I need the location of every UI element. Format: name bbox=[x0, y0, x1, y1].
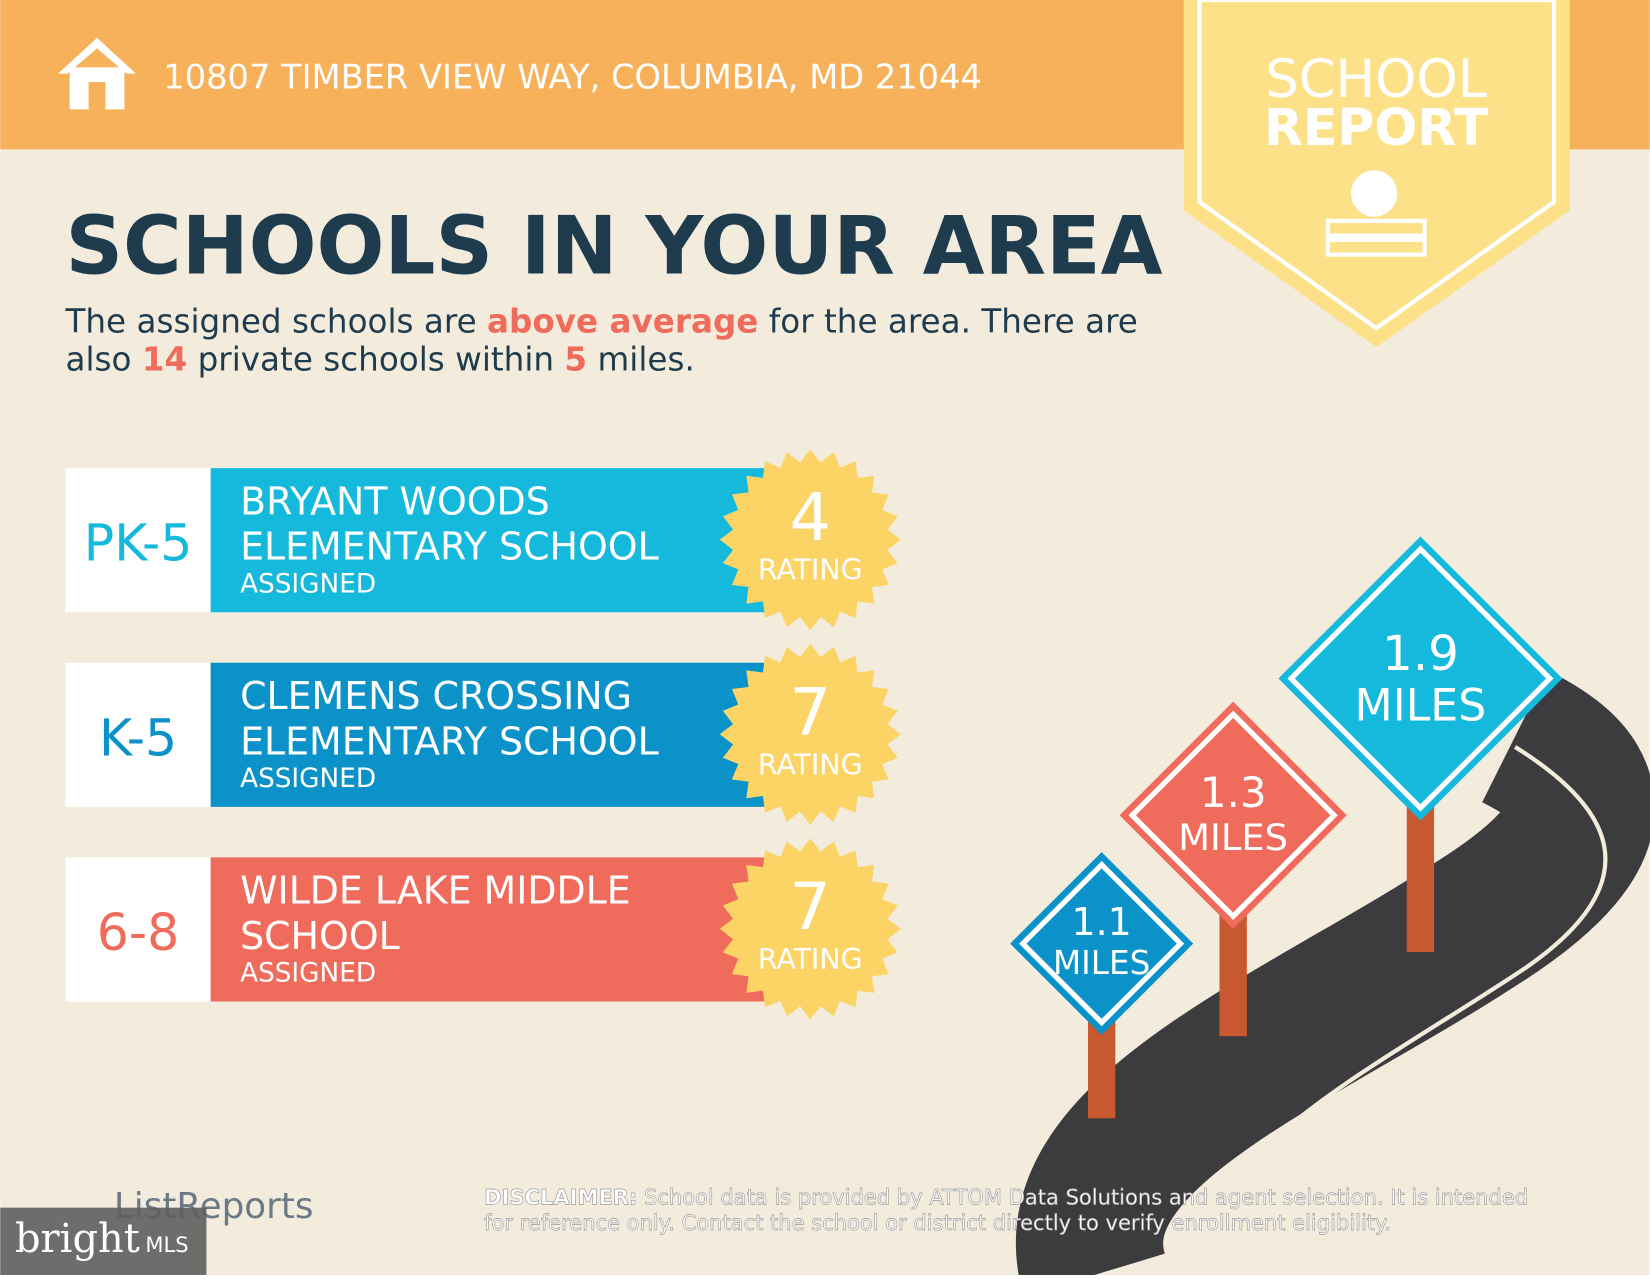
rating-label: RATING bbox=[758, 748, 863, 781]
distance-unit: MILES bbox=[1053, 944, 1150, 982]
rating: 7 bbox=[790, 674, 831, 750]
watermark-box bbox=[0, 1207, 207, 1275]
summary-text: The assigned schools are bbox=[64, 302, 487, 340]
school-name: CLEMENS CROSSING bbox=[240, 674, 632, 718]
sign-border bbox=[1019, 861, 1185, 1027]
rating-burst bbox=[719, 643, 901, 825]
summary-highlight: 14 bbox=[142, 340, 187, 378]
summary-text: miles. bbox=[587, 340, 695, 378]
disclaimer-text: for reference only. Contact the school o… bbox=[484, 1210, 1391, 1235]
grade-box bbox=[65, 468, 211, 613]
grades: PK-5 bbox=[84, 514, 193, 573]
summary-text: for the area. There are bbox=[758, 302, 1137, 340]
school-name: BRYANT WOODS bbox=[240, 479, 550, 523]
summary-highlight: 5 bbox=[564, 340, 587, 378]
rating-burst bbox=[719, 449, 901, 631]
school-name: WILDE LAKE MIDDLE bbox=[240, 869, 631, 913]
badge-line: REPORT bbox=[1264, 98, 1489, 157]
distance: 1.1 bbox=[1072, 900, 1132, 944]
badge: SCHOOL REPORT bbox=[1183, 0, 1570, 348]
title: SCHOOLS IN YOUR AREA bbox=[65, 200, 1162, 293]
summary-text: also bbox=[65, 340, 141, 378]
summary-text: private schools within bbox=[187, 340, 564, 378]
badge-line: SCHOOL bbox=[1265, 49, 1487, 110]
status: ASSIGNED bbox=[240, 569, 376, 599]
school-name: ELEMENTARY SCHOOL bbox=[240, 719, 659, 763]
status: ASSIGNED bbox=[240, 764, 376, 794]
home-icon bbox=[58, 37, 136, 110]
watermark: bright bbox=[15, 1216, 140, 1262]
grades: K-5 bbox=[99, 708, 177, 767]
footer: ListReports DISCLAIMER: School data is p… bbox=[0, 1184, 1528, 1275]
rating-label: RATING bbox=[758, 943, 863, 976]
sign-border bbox=[1287, 545, 1554, 812]
address: 10807 TIMBER VIEW WAY, COLUMBIA, MD 2104… bbox=[163, 57, 982, 96]
disclaimer-label: DISCLAIMER: bbox=[484, 1185, 637, 1210]
distance-unit: MILES bbox=[1355, 681, 1487, 732]
distance-unit: MILES bbox=[1178, 816, 1288, 859]
distance: 1.3 bbox=[1200, 768, 1267, 817]
school-name: SCHOOL bbox=[240, 914, 400, 958]
road bbox=[1016, 670, 1650, 1279]
summary-highlight: above average bbox=[487, 302, 758, 340]
sign bbox=[1278, 536, 1563, 821]
rating-label: RATING bbox=[758, 554, 863, 587]
distance: 1.9 bbox=[1382, 626, 1459, 682]
school-name: ELEMENTARY SCHOOL bbox=[240, 525, 659, 569]
rating: 7 bbox=[790, 869, 831, 945]
rating: 4 bbox=[790, 480, 831, 556]
summary-line: The assigned schools are above average f… bbox=[64, 302, 1137, 340]
sign-border bbox=[1128, 710, 1338, 920]
summary-line: also 14 private schools within 5 miles. bbox=[65, 340, 694, 378]
watermark: MLS bbox=[145, 1232, 188, 1257]
status: ASSIGNED bbox=[240, 958, 376, 988]
disclaimer: DISCLAIMER: School data is provided by A… bbox=[484, 1185, 1528, 1210]
grades: 6-8 bbox=[97, 903, 179, 962]
school-bar bbox=[210, 857, 769, 1002]
grade-box bbox=[65, 857, 211, 1002]
school-bar bbox=[210, 662, 769, 807]
rating-burst bbox=[719, 838, 901, 1020]
disclaimer-text: School data is provided by ATTOM Data So… bbox=[637, 1185, 1528, 1210]
school-bar bbox=[210, 468, 769, 613]
grade-box bbox=[65, 662, 211, 807]
